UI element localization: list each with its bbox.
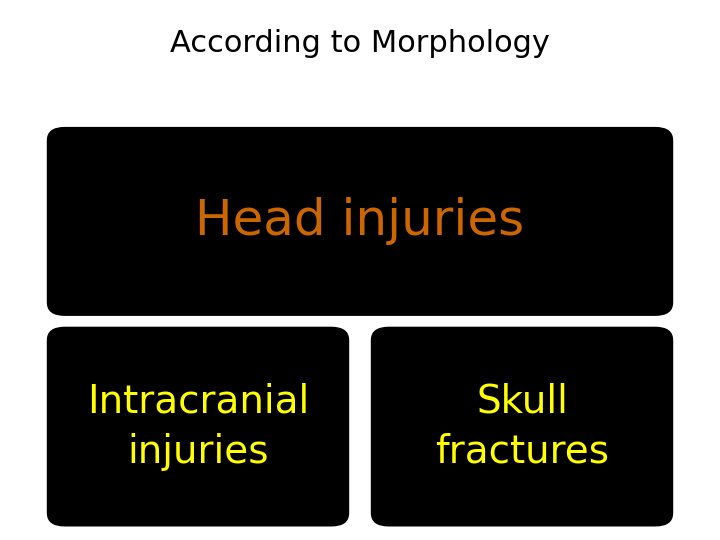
Text: According to Morphology: According to Morphology bbox=[170, 29, 550, 58]
FancyBboxPatch shape bbox=[47, 127, 673, 316]
Text: Intracranial
injuries: Intracranial injuries bbox=[87, 383, 309, 470]
FancyBboxPatch shape bbox=[371, 327, 673, 526]
Text: Skull
fractures: Skull fractures bbox=[435, 383, 609, 470]
FancyBboxPatch shape bbox=[47, 327, 349, 526]
Text: Head injuries: Head injuries bbox=[195, 198, 525, 245]
